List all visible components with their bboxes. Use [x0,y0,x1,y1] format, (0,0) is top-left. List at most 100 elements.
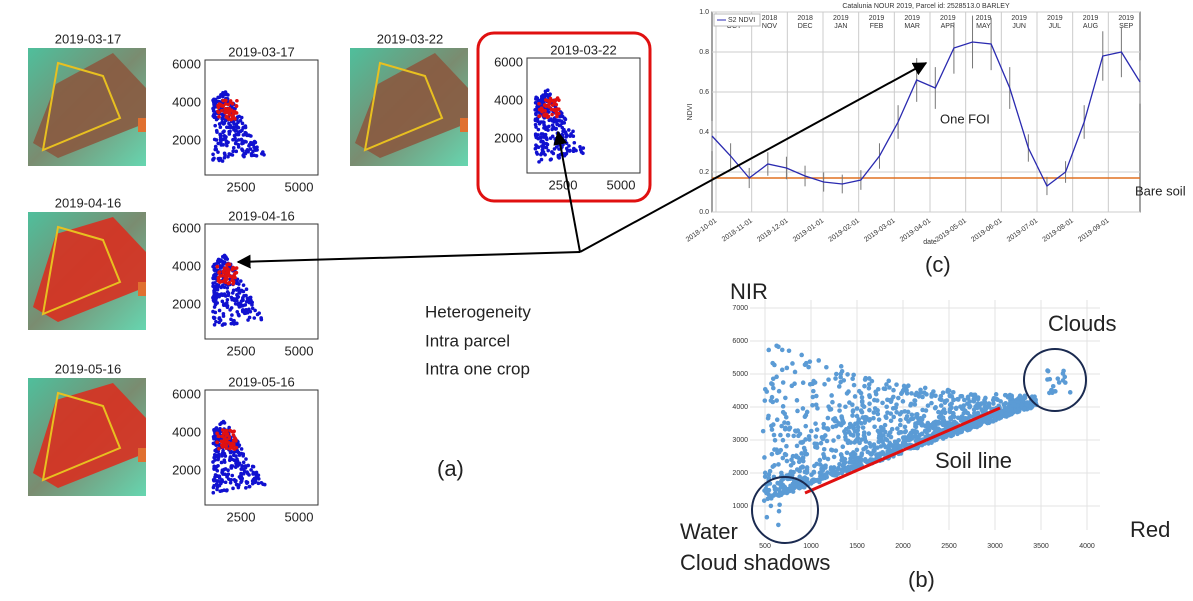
pixel-point [800,406,806,411]
pixel-point [776,481,782,486]
pixel-point [216,103,220,108]
pixel-point [933,393,938,399]
pixel-point [785,420,791,426]
pixel-point [211,264,215,269]
pixel-point [213,276,217,281]
pixel-point [887,385,892,390]
red-field [355,53,468,158]
annotation: Clouds [1048,311,1116,336]
pixel-point [562,116,567,121]
pixel-point [544,145,549,150]
pixel-point [232,133,237,138]
pixel-point [953,406,959,412]
pixel-point [554,136,558,141]
pixel-point [548,136,553,141]
pixel-point [914,415,920,420]
pixel-point [803,423,809,429]
bare-soil-label: Bare soil [1135,183,1186,198]
pixel-point [778,432,783,438]
pixel-point [781,488,787,493]
pixel-point [220,451,225,456]
pixel-point [766,413,771,419]
pixel-point [230,278,234,283]
note: Heterogeneity [425,302,531,321]
pixel-point [792,369,798,375]
pixel-point [859,437,864,442]
pixel-point [229,444,234,448]
pixel-point [534,97,538,101]
pixel-point [762,455,767,460]
pixel-point [897,430,903,435]
pixel-point [859,398,865,404]
pixel-point [543,98,548,102]
pixel-point [764,389,770,394]
pixel-point [768,494,773,500]
pixel-point [832,416,838,421]
pixel-point [1056,380,1062,385]
pixel-point [234,124,239,128]
pixel-point [858,408,864,413]
pixel-point [900,435,906,440]
pixel-point [915,420,921,425]
pixel-point [944,425,949,430]
pixel-point [938,393,944,399]
pixel-point [213,458,217,462]
pixel-point [541,146,545,150]
pixel-point [567,128,571,132]
pixel-point [821,446,827,452]
pixel-point [955,415,961,421]
pixel-point [776,493,782,498]
y-tick-label: 2000 [732,470,748,477]
pixel-point [1047,390,1052,396]
pixel-point [536,145,541,150]
pixel-point [214,138,219,142]
plot-title: 2019-04-16 [228,208,295,223]
pixel-point [581,146,586,150]
month-name: JUN [1012,23,1026,30]
pixel-point [216,434,221,439]
pixel-point [1021,406,1027,411]
pixel-point [796,433,801,439]
pixel-point [790,361,795,366]
pixel-point [794,398,800,403]
month-year: 2019 [1047,15,1063,22]
pixel-point [243,125,248,130]
annotation: Cloud shadows [680,550,830,575]
pixel-point [841,378,847,383]
pixel-point [1022,395,1028,401]
pixel-point [926,441,931,446]
pixel-point [233,141,238,146]
pixel-point [930,421,936,427]
pixel-point [795,408,800,414]
pixel-point [232,275,236,280]
pixel-point [228,480,233,485]
pixel-point [850,413,855,418]
pixel-point [235,295,240,300]
pixel-point [774,343,779,349]
pixel-point [766,347,772,353]
pixel-point [840,463,846,469]
pixel-point [838,452,844,457]
pixel-point [223,480,228,485]
pixel-point [867,393,872,398]
pixel-point [232,429,236,434]
pixel-point [837,461,842,467]
pixel-point [236,302,241,306]
x-tick-label: 2019-06-01 [970,217,1003,243]
pixel-point [237,289,242,293]
pixel-point [249,153,254,158]
pixel-point [962,425,967,430]
pixel-point [241,460,246,465]
pixel-point [567,149,572,153]
pixel-point [889,426,895,432]
pixel-point [546,114,551,119]
pixel-point [231,319,236,323]
pixel-point [891,387,896,393]
pixel-point [568,134,572,138]
pixel-point [855,435,861,441]
pixel-point [800,484,806,490]
pixel-point [861,446,866,452]
pixel-point [1050,384,1056,389]
y-tick-label: 0.2 [699,169,709,176]
plot-title: 2019-03-17 [228,44,295,59]
